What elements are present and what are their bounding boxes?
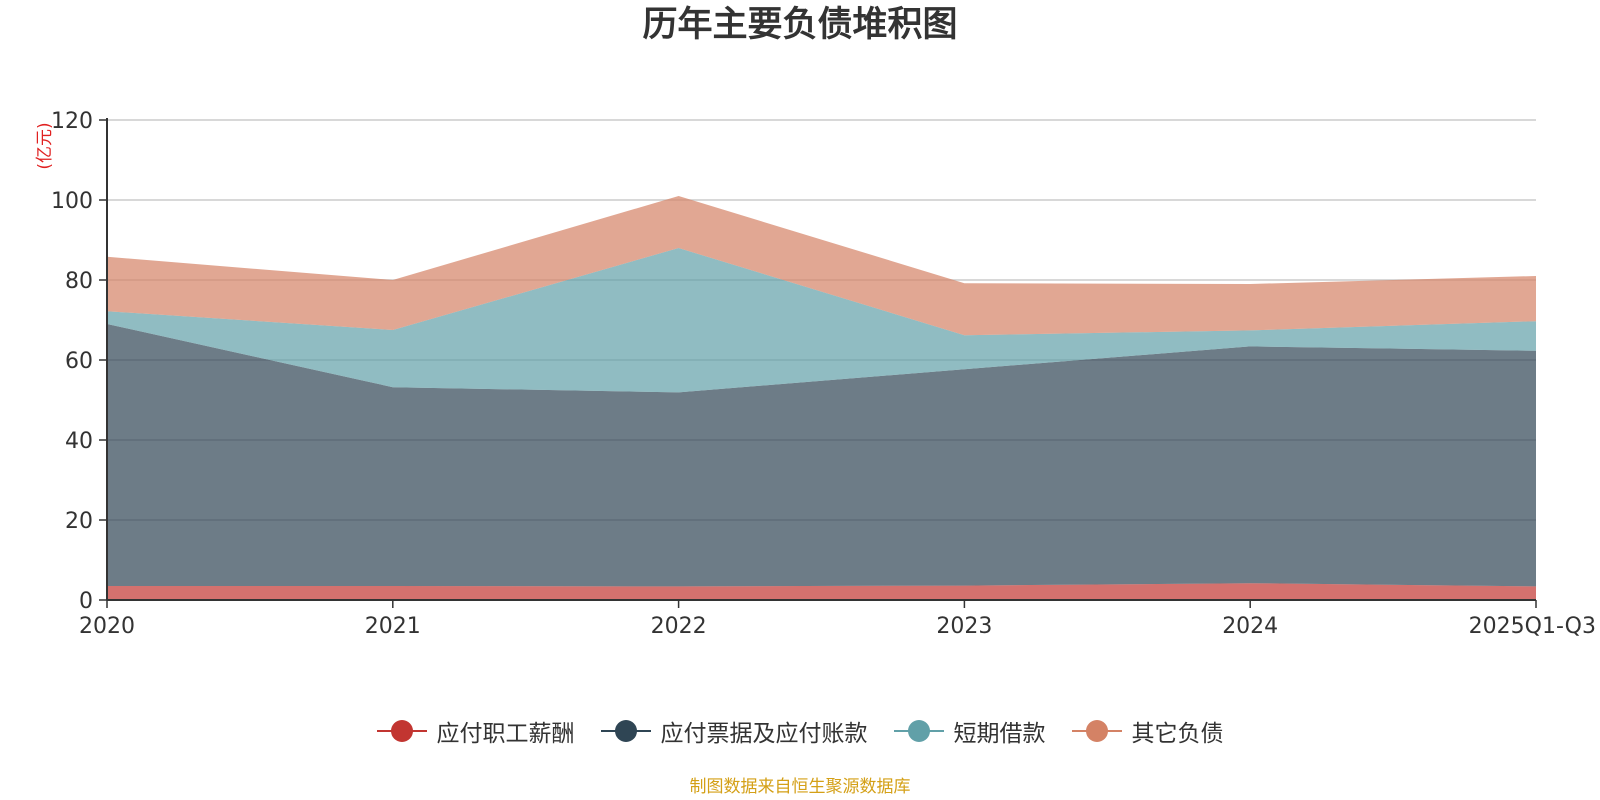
legend-item-2[interactable]: 短期借款 xyxy=(893,714,1046,748)
y-tick-label: 60 xyxy=(65,349,93,374)
y-axis-unit-label: (亿元) xyxy=(35,122,55,169)
x-tick-label: 2022 xyxy=(651,614,707,639)
legend-label: 短期借款 xyxy=(953,721,1046,747)
legend-marker-icon xyxy=(893,720,944,742)
source-note: 制图数据来自恒生聚源数据库 xyxy=(689,777,911,797)
area-layer xyxy=(107,196,1536,600)
chart-title: 历年主要负债堆积图 xyxy=(642,5,958,45)
stacked-area-chart: 0 20 40 60 80 100 120 2020 2021 2022 2023 2024 2025Q… xyxy=(35,109,1596,639)
x-tick-label: 2024 xyxy=(1222,614,1278,639)
y-tick-label: 120 xyxy=(51,109,93,134)
y-tick-label: 20 xyxy=(65,509,93,534)
legend-marker-icon xyxy=(1071,720,1122,742)
legend-item-3[interactable]: 其它负债 xyxy=(1071,714,1224,748)
legend-label: 其它负债 xyxy=(1131,721,1224,747)
area-series-0[interactable] xyxy=(107,583,1536,600)
area-series-2[interactable] xyxy=(107,248,1536,393)
y-tick-label: 100 xyxy=(51,189,93,214)
area-series-1[interactable] xyxy=(107,324,1536,587)
legend-label: 应付票据及应付账款 xyxy=(660,721,868,747)
legend-label: 应付职工薪酬 xyxy=(436,721,575,747)
x-tick-label: 2021 xyxy=(365,614,421,639)
legend-marker-icon xyxy=(376,720,427,742)
axis-layer: 0 20 40 60 80 100 120 2020 2021 2022 2023 2024 2025Q… xyxy=(51,109,1596,639)
area-series-3[interactable] xyxy=(107,196,1536,336)
x-tick-label: 2023 xyxy=(936,614,992,639)
x-tick-label: 2025Q1-Q3 xyxy=(1469,614,1596,639)
y-tick-label: 80 xyxy=(65,269,93,294)
legend-marker-icon xyxy=(600,720,651,742)
legend-item-0[interactable]: 应付职工薪酬 xyxy=(376,714,575,748)
y-tick-label: 40 xyxy=(65,429,93,454)
legend-item-1[interactable]: 应付票据及应付账款 xyxy=(600,714,868,748)
legend: 应付职工薪酬 应付票据及应付账款 短期借款 其它负债 xyxy=(0,714,1600,748)
x-tick-label: 2020 xyxy=(79,614,135,639)
y-tick-label: 0 xyxy=(79,589,93,614)
